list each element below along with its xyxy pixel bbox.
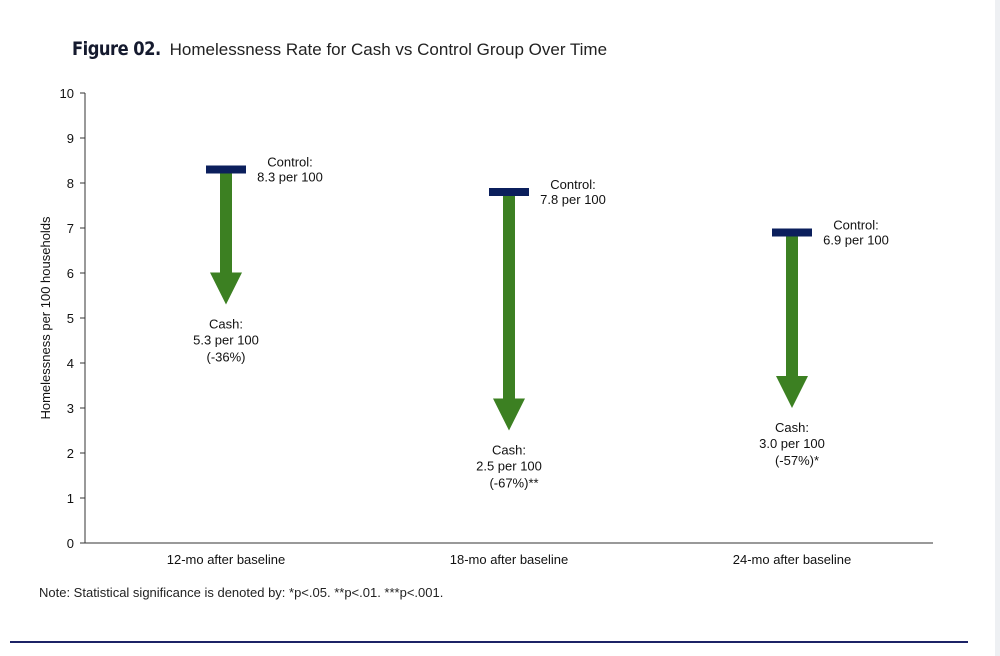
bottom-rule xyxy=(10,641,968,643)
cash-label-change: (-67%)** xyxy=(489,476,538,491)
control-label-title: Control: xyxy=(267,155,313,170)
cash-label-value: 2.5 per 100 xyxy=(476,459,542,474)
control-label-title: Control: xyxy=(550,177,596,192)
y-tick-label: 9 xyxy=(67,131,74,146)
control-label-value: 7.8 per 100 xyxy=(540,192,606,207)
y-tick-label: 6 xyxy=(67,266,74,281)
cash-arrow xyxy=(210,169,242,305)
y-tick-label: 7 xyxy=(67,221,74,236)
cash-label-change: (-36%) xyxy=(206,350,245,365)
significance-note: Note: Statistical significance is denote… xyxy=(39,585,444,600)
y-axis-ticks: 0 1 2 3 4 5 6 7 8 9 10 xyxy=(60,86,85,551)
cash-label-value: 5.3 per 100 xyxy=(193,333,259,348)
control-label-value: 6.9 per 100 xyxy=(823,233,889,248)
cash-label-title: Cash: xyxy=(492,443,526,458)
control-label-value: 8.3 per 100 xyxy=(257,170,323,185)
cash-label-change: (-57%)* xyxy=(775,453,819,468)
right-edge-rule xyxy=(995,0,1000,656)
cash-label-title: Cash: xyxy=(775,420,809,435)
cash-label-title: Cash: xyxy=(209,317,243,332)
cash-label-value: 3.0 per 100 xyxy=(759,436,825,451)
y-tick-label: 8 xyxy=(67,176,74,191)
figure-title: Figure 02. Homelessness Rate for Cash vs… xyxy=(72,38,607,60)
x-category-label: 18-mo after baseline xyxy=(450,552,569,567)
cash-arrow xyxy=(493,192,525,431)
y-tick-label: 0 xyxy=(67,536,74,551)
control-label-title: Control: xyxy=(833,218,879,233)
control-marker xyxy=(489,188,529,196)
control-marker xyxy=(772,228,812,237)
y-tick-label: 1 xyxy=(67,491,74,506)
y-tick-label: 2 xyxy=(67,446,74,461)
figure-title-text: Homelessness Rate for Cash vs Control Gr… xyxy=(169,40,608,59)
y-tick-label: 3 xyxy=(67,401,74,416)
figure-label: Figure 02. xyxy=(72,38,161,60)
y-tick-label: 5 xyxy=(67,311,74,326)
y-tick-label: 4 xyxy=(67,356,74,371)
cash-arrow xyxy=(776,232,808,408)
x-category-label: 12-mo after baseline xyxy=(167,552,286,567)
y-axis-label: Homelessness per 100 households xyxy=(38,216,53,420)
y-tick-label: 10 xyxy=(60,86,74,101)
x-category-label: 24-mo after baseline xyxy=(733,552,852,567)
control-marker xyxy=(206,165,246,174)
